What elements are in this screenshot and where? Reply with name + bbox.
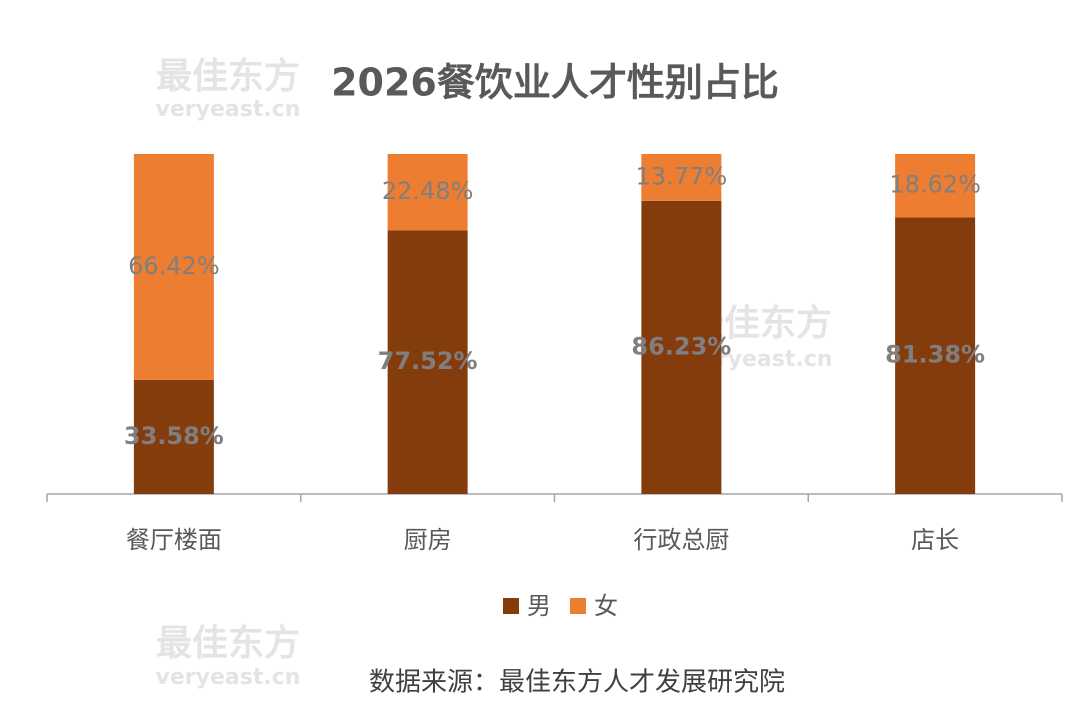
watermark-name: 最佳东方: [156, 623, 300, 664]
data-label: 22.48%: [382, 177, 474, 205]
x-tick-label: 行政总厨: [633, 526, 729, 554]
bar-segment: [641, 154, 722, 201]
legend-label: 女: [594, 592, 618, 620]
watermark-url: veryeast.cn: [156, 665, 301, 690]
data-label: 18.62%: [889, 171, 981, 199]
data-label: 66.42%: [128, 252, 220, 280]
bar-segment: [133, 154, 214, 380]
legend-swatch: [570, 598, 586, 614]
legend-label: 男: [527, 592, 551, 620]
data-label: 81.38%: [885, 341, 985, 369]
bar-segment: [895, 154, 976, 218]
x-tick-label: 餐厅楼面: [126, 526, 222, 554]
watermark: 最佳东方 veryeast.cn 最佳东方 veryeast.cn 最佳东方 v…: [156, 56, 833, 690]
bar-segment: [133, 379, 214, 494]
data-label: 86.23%: [631, 332, 731, 360]
bar-segment: [641, 200, 722, 494]
data-label: 33.58%: [124, 422, 224, 450]
legend-swatch: [503, 598, 519, 614]
bar-segment: [387, 154, 468, 231]
source: 数据来源：最佳东方人才发展研究院: [369, 668, 785, 698]
watermark-name: 最佳东方: [156, 56, 300, 97]
bar-segment: [895, 217, 976, 495]
x-tick-label: 厨房: [404, 526, 452, 554]
x-tick-label: 店长: [911, 526, 959, 554]
bar-segment: [387, 230, 468, 494]
data-label: 77.52%: [378, 347, 478, 375]
data-label: 13.77%: [636, 162, 728, 190]
chart-title: 2026餐饮业人才性别占比: [331, 61, 779, 105]
watermark-url: veryeast.cn: [156, 97, 301, 122]
